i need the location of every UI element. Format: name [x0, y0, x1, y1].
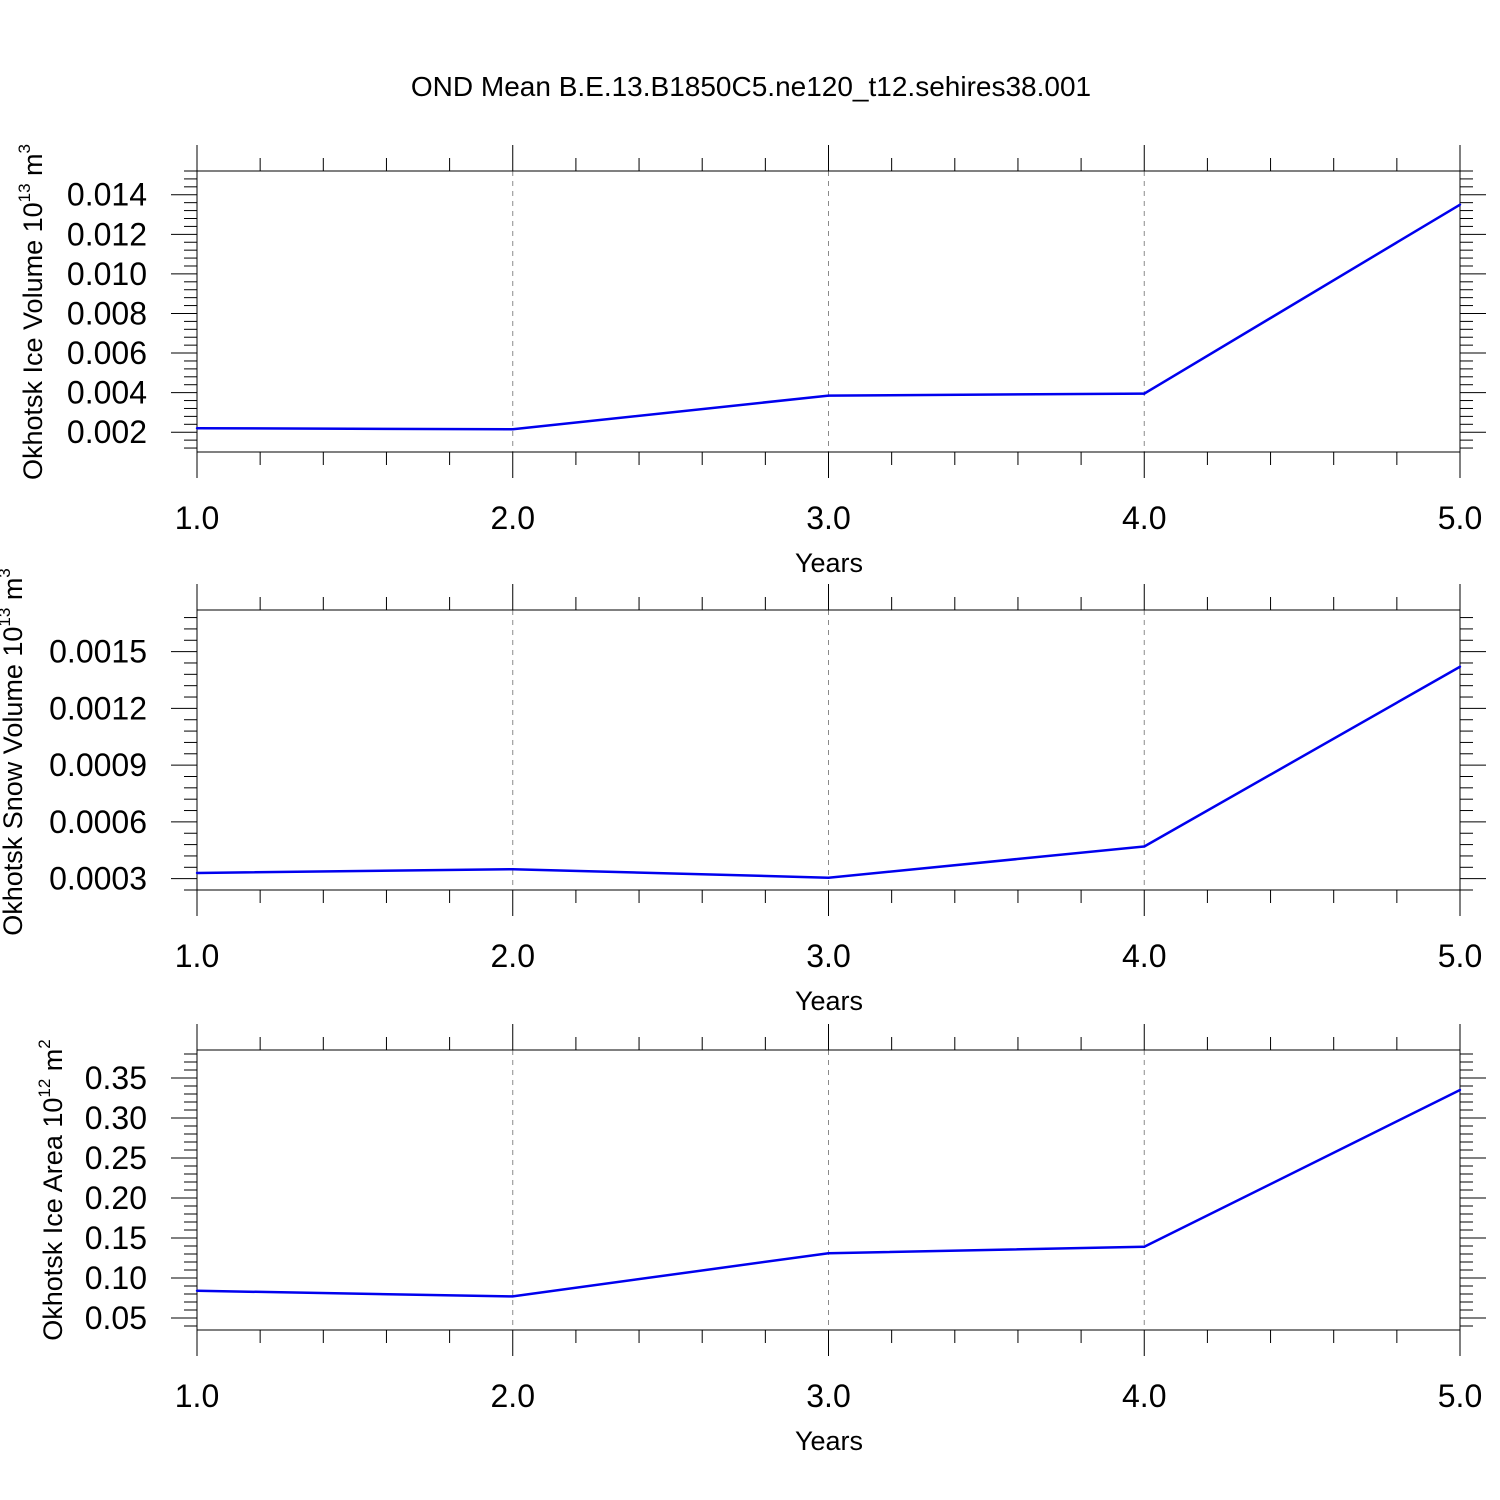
y-tick-label: 0.010 [67, 256, 147, 292]
x-axis-title: Years [795, 1426, 863, 1456]
x-tick-label: 3.0 [806, 500, 850, 536]
y-axis-title-text: Okhotsk Ice Area 10 [38, 1098, 68, 1341]
data-point [1458, 665, 1462, 668]
y-tick-label: 0.15 [85, 1220, 147, 1256]
y-tick-label: 0.05 [85, 1300, 147, 1336]
y-axis-unit: m [18, 153, 48, 183]
data-point [1143, 845, 1146, 848]
data-point [1143, 392, 1146, 395]
x-tick-label: 4.0 [1122, 938, 1166, 974]
panel-3: 1.0 2.0 3.0 4.0 5.0 0.05 0.10 0.15 0.20 0.25 0.30 0… [35, 1024, 1486, 1456]
y-tick-label: 0.0012 [49, 690, 147, 726]
data-point [1458, 203, 1462, 206]
x-tick-label: 1.0 [175, 500, 219, 536]
data-point [195, 427, 199, 430]
y-axis-unit-exponent: 2 [35, 1039, 54, 1048]
y-axis-unit-exponent: 3 [0, 568, 14, 577]
data-point [827, 876, 830, 879]
y-axis-title-text: Okhotsk Ice Volume 10 [18, 202, 48, 480]
data-point [827, 394, 830, 397]
data-point [511, 428, 514, 431]
x-tick-label: 4.0 [1122, 500, 1166, 536]
y-axis-title: Okhotsk Snow Volume 1013 m3 [0, 568, 28, 936]
y-tick-label: 0.0006 [49, 804, 147, 840]
data-point [511, 867, 514, 871]
y-tick-label: 0.25 [85, 1140, 147, 1176]
y-tick-label: 0.35 [85, 1060, 147, 1096]
x-tick-label: 1.0 [175, 938, 219, 974]
y-tick-label: 0.004 [67, 375, 147, 411]
y-axis-exponent: 12 [35, 1079, 54, 1098]
y-axis-unit: m [38, 1049, 68, 1079]
x-tick-label: 5.0 [1438, 938, 1482, 974]
data-point [1143, 1245, 1146, 1249]
y-axis-title: Okhotsk Ice Area 1012 m2 [35, 1039, 68, 1341]
y-axis-unit: m [0, 578, 28, 608]
x-tick-label: 5.0 [1438, 1378, 1482, 1414]
y-tick-label: 0.006 [67, 335, 147, 371]
data-point [827, 1252, 830, 1255]
x-axis-title: Years [795, 986, 863, 1016]
y-tick-label: 0.014 [67, 177, 147, 213]
x-tick-label: 2.0 [491, 500, 535, 536]
x-tick-label: 5.0 [1438, 500, 1482, 536]
x-tick-label: 2.0 [491, 938, 535, 974]
y-axis-exponent: 13 [15, 183, 34, 202]
chart-title: OND Mean B.E.13.B1850C5.ne120_t12.sehire… [411, 71, 1091, 102]
y-axis-unit-exponent: 3 [15, 144, 34, 153]
x-tick-label: 2.0 [491, 1378, 535, 1414]
x-tick-label: 3.0 [806, 938, 850, 974]
panel-2: 1.0 2.0 3.0 4.0 5.0 0.0003 0.0006 0.0009 0.0012 0… [0, 568, 1486, 1016]
data-point [195, 1289, 199, 1293]
data-point [1458, 1088, 1462, 1092]
y-axis-title-text: Okhotsk Snow Volume 10 [0, 627, 28, 936]
data-point [511, 1295, 514, 1298]
y-tick-label: 0.012 [67, 216, 147, 252]
x-tick-label: 4.0 [1122, 1378, 1166, 1414]
y-tick-label: 0.0015 [49, 634, 147, 670]
y-tick-label: 0.0009 [49, 747, 147, 783]
y-tick-label: 0.008 [67, 295, 147, 331]
y-tick-label: 0.0003 [49, 861, 147, 897]
data-point [195, 871, 199, 875]
y-axis-exponent: 13 [0, 608, 14, 627]
y-tick-label: 0.20 [85, 1180, 147, 1216]
x-tick-label: 1.0 [175, 1378, 219, 1414]
x-axis-title: Years [795, 548, 863, 578]
x-tick-label: 3.0 [806, 1378, 850, 1414]
y-axis-title: Okhotsk Ice Volume 1013 m3 [15, 144, 48, 480]
y-tick-label: 0.002 [67, 414, 147, 450]
y-tick-label: 0.10 [85, 1260, 147, 1296]
y-tick-label: 0.30 [85, 1100, 147, 1136]
